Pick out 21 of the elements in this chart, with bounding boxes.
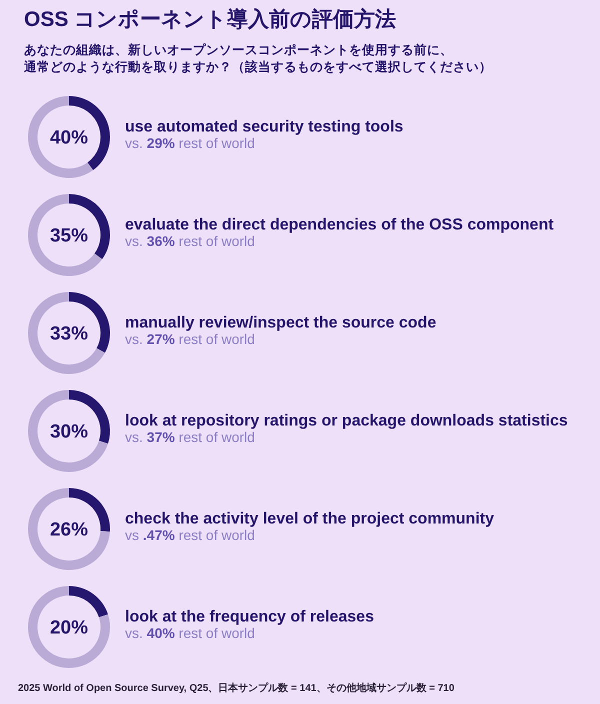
text: vs .47% rest of world <box>125 527 255 543</box>
slice-label: use automated security testing tools <box>125 118 404 136</box>
slice-label: look at the frequency of releases <box>125 608 374 626</box>
text: vs. 29% rest of world <box>125 135 255 151</box>
slice-label: check the activity level of the project community <box>125 510 494 528</box>
chart-title: OSS コンポーネント導入前の評価方法 <box>24 7 396 31</box>
text: vs. 40% rest of world <box>125 625 255 641</box>
slice-label: evaluate the direct dependencies of the OSS component <box>125 216 554 234</box>
text: 20% <box>50 618 88 638</box>
text: 26% <box>50 520 88 540</box>
text: 35% <box>50 226 88 246</box>
text: 33% <box>50 324 88 344</box>
slice-label: look at repository ratings or package downloads statistics <box>125 412 568 430</box>
text: 2025 World of Open Source Survey, Q25、日本サンプル数 = 141、その他地域サンプル数 = 710 <box>18 682 455 694</box>
slice-label: manually review/inspect the source code <box>125 314 436 332</box>
text: 40% <box>50 128 88 148</box>
chart-subtitle: あなたの組織は、新しいオープンソースコンポーネントを使用する前に、通常どのような行動を取りますか？（該当するものをすべて選択してください） <box>23 42 492 74</box>
text: vs. 27% rest of world <box>125 331 255 347</box>
text: 30% <box>50 422 88 442</box>
text: vs. 36% rest of world <box>125 233 255 249</box>
text: vs. 37% rest of world <box>125 429 255 445</box>
